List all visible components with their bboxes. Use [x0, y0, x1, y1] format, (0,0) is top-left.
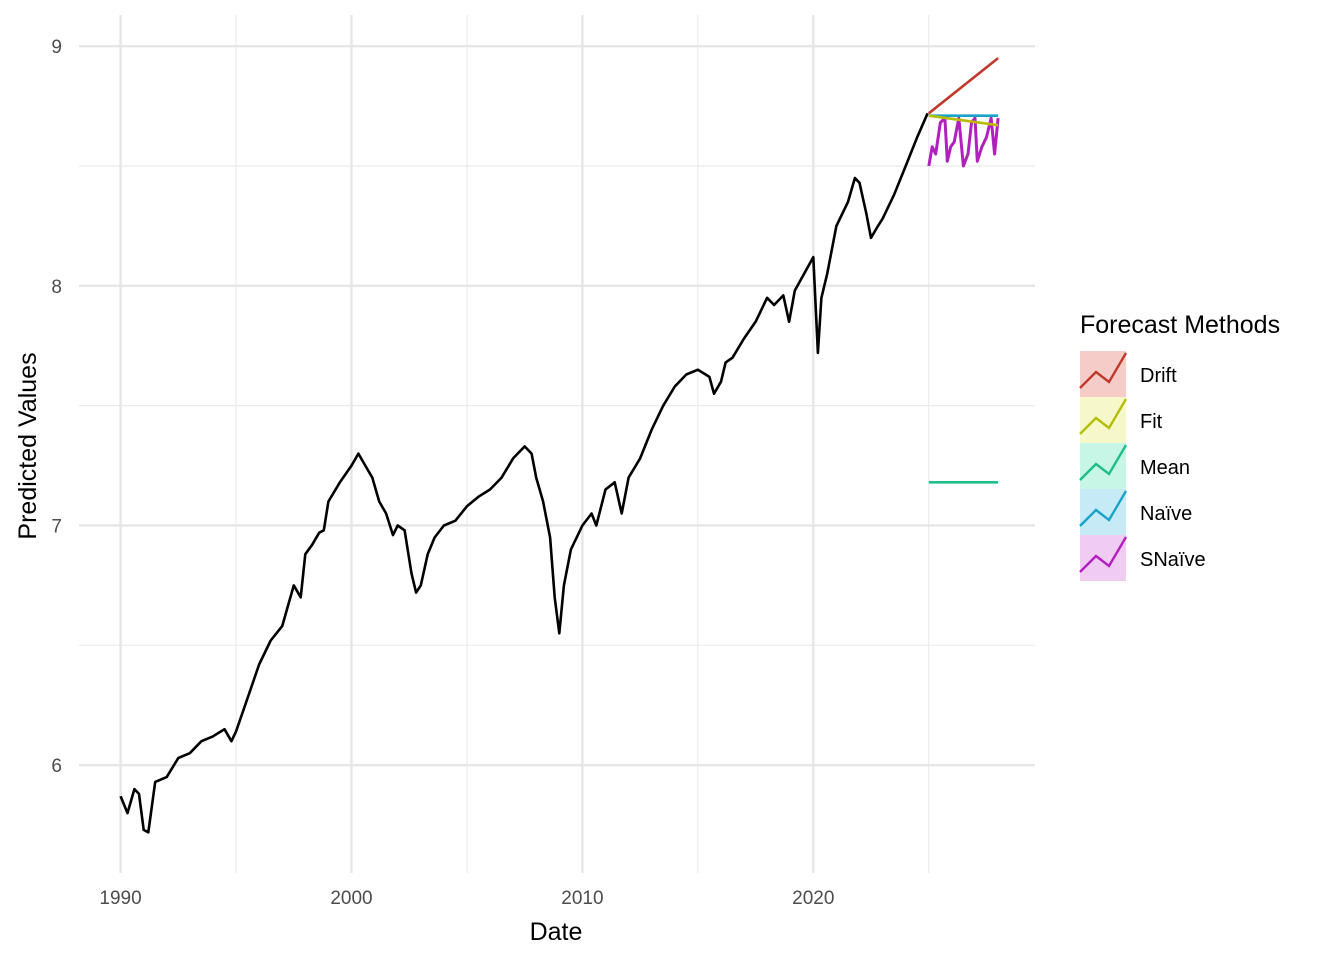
legend-key-line: [1079, 490, 1128, 527]
legend-label: Fit: [1140, 411, 1163, 433]
history-line: [119, 112, 929, 834]
legend-item: Naïve: [1079, 489, 1192, 535]
x-tick-label: 2020: [792, 888, 834, 909]
series-line-snave: [927, 116, 1000, 168]
y-tick-label: 7: [51, 516, 62, 537]
axis-tick-labels: 1990 2000 2010 2020 6 7 8 9: [51, 37, 834, 909]
legend-item: SNaïve: [1079, 535, 1206, 581]
series-lines: [119, 57, 1000, 834]
legend-title: Forecast Methods: [1080, 311, 1280, 339]
x-axis-title: Date: [530, 918, 583, 946]
series-line-fit: [928, 114, 999, 127]
grid-lines: [79, 15, 1035, 873]
legend-label: Mean: [1140, 457, 1190, 479]
y-tick-label: 6: [51, 756, 62, 777]
legend-label: Naïve: [1140, 503, 1192, 525]
legend-item: Fit: [1079, 397, 1163, 443]
series-line-drift: [927, 57, 999, 115]
legend-key-line: [1079, 536, 1128, 573]
legend: Forecast Methods Drift Fit Mean Naïve SNaïve: [1079, 311, 1280, 581]
x-tick-label: 2000: [330, 888, 372, 909]
legend-key-background: [1080, 397, 1126, 443]
y-tick-label: 9: [51, 37, 62, 58]
x-tick-label: 1990: [99, 888, 141, 909]
legend-key-line: [1079, 444, 1128, 481]
legend-key-background: [1080, 443, 1126, 489]
legend-item: Drift: [1079, 351, 1177, 397]
y-axis-title: Predicted Values: [14, 352, 42, 539]
legend-key-line: [1079, 352, 1128, 389]
legend-label: Drift: [1140, 365, 1177, 387]
y-tick-label: 8: [51, 277, 62, 298]
legend-key-line: [1079, 398, 1128, 435]
legend-key-background: [1080, 351, 1126, 397]
x-tick-label: 2010: [561, 888, 603, 909]
legend-key-background: [1080, 535, 1126, 581]
legend-item: Mean: [1079, 443, 1190, 489]
legend-label: SNaïve: [1140, 549, 1206, 571]
legend-key-background: [1080, 489, 1126, 535]
